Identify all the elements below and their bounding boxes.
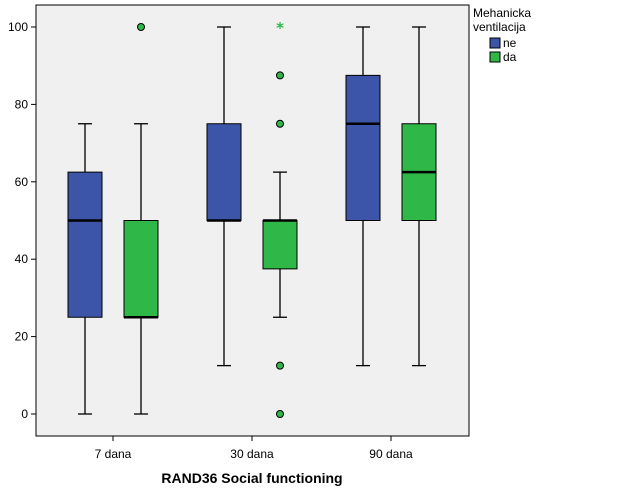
x-tick-label: 90 dana: [369, 447, 413, 461]
box-da-2: *: [262, 19, 298, 418]
x-tick-label: 7 dana: [95, 447, 132, 461]
iqr-box: [206, 123, 242, 221]
outlier-point: [276, 410, 284, 418]
y-tick-label: 20: [15, 330, 29, 344]
legend-title-line-2: ventilacija: [473, 20, 526, 34]
y-tick-label: 60: [15, 175, 29, 189]
box-ne-2: [206, 26, 242, 367]
iqr-box: [123, 220, 159, 318]
legend-swatch-da: [489, 51, 501, 63]
y-tick-label: 100: [8, 20, 28, 34]
y-tick-label: 0: [21, 407, 28, 421]
legend-label-da: da: [503, 50, 517, 64]
box-da-1: [123, 23, 159, 415]
legend-title-line-1: Mehanicka: [473, 6, 531, 20]
extreme-point: *: [276, 19, 284, 37]
iqr-box: [262, 220, 298, 270]
x-tick-label: 30 dana: [230, 447, 274, 461]
outlier-point: [276, 119, 284, 128]
y-tick-label: 80: [15, 97, 29, 111]
box-ne-3: [345, 26, 381, 367]
outlier-point: [137, 23, 145, 31]
legend-swatch-ne: [489, 37, 501, 49]
plot-area: [35, 4, 470, 437]
y-tick-label: 40: [15, 252, 29, 266]
box-da-3: [401, 26, 437, 367]
iqr-box: [67, 171, 103, 318]
x-axis: 7 dana 30 dana 90 dana: [95, 436, 413, 461]
outlier-point: [276, 71, 284, 80]
outlier-point: [276, 361, 284, 370]
y-axis: 0 20 40 60 80 100: [8, 20, 36, 421]
iqr-box: [345, 74, 381, 221]
box-ne-1: [67, 123, 103, 415]
boxes-layer: *: [67, 19, 437, 418]
x-axis-label: RAND36 Social functioning: [161, 470, 342, 486]
legend-label-ne: ne: [503, 36, 517, 50]
